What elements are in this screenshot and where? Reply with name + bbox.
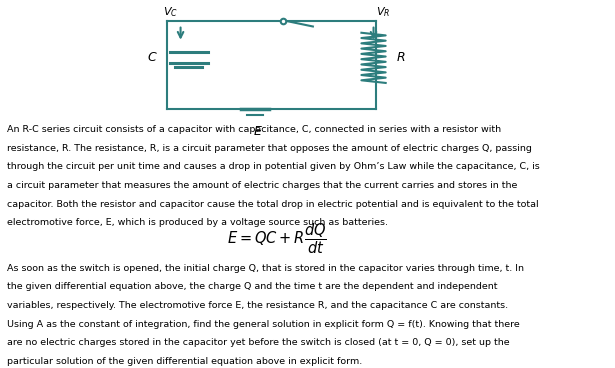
- Text: the given differential equation above, the charge Q and the time t are the depen: the given differential equation above, t…: [7, 283, 498, 291]
- Text: are no electric charges stored in the capacitor yet before the switch is closed : are no electric charges stored in the ca…: [7, 338, 509, 347]
- Text: through the circuit per unit time and causes a drop in potential given by Ohm’s : through the circuit per unit time and ca…: [7, 162, 539, 171]
- Text: R: R: [397, 52, 405, 64]
- Text: $E = QC + R\dfrac{dQ}{dt}$: $E = QC + R\dfrac{dQ}{dt}$: [227, 222, 327, 256]
- Text: $V_C$: $V_C$: [163, 6, 178, 19]
- Text: An R-C series circuit consists of a capacitor with capacitance, C, connected in : An R-C series circuit consists of a capa…: [7, 125, 501, 134]
- Text: Using A as the constant of integration, find the general solution in explicit fo: Using A as the constant of integration, …: [7, 320, 520, 329]
- Text: particular solution of the given differential equation above in explicit form.: particular solution of the given differe…: [7, 357, 362, 366]
- Text: resistance, R. The resistance, R, is a circuit parameter that opposes the amount: resistance, R. The resistance, R, is a c…: [7, 144, 532, 153]
- Text: C: C: [147, 52, 156, 64]
- Text: capacitor. Both the resistor and capacitor cause the total drop in electric pote: capacitor. Both the resistor and capacit…: [7, 199, 539, 209]
- Text: a circuit parameter that measures the amount of electric charges that the curren: a circuit parameter that measures the am…: [7, 181, 517, 190]
- Text: $V_R$: $V_R$: [376, 6, 391, 19]
- Text: E: E: [254, 125, 262, 138]
- Text: As soon as the switch is opened, the initial charge Q, that is stored in the cap: As soon as the switch is opened, the ini…: [7, 264, 524, 273]
- Text: electromotive force, E, which is produced by a voltage source such as batteries.: electromotive force, E, which is produce…: [7, 218, 388, 227]
- Text: variables, respectively. The electromotive force E, the resistance R, and the ca: variables, respectively. The electromoti…: [7, 301, 508, 310]
